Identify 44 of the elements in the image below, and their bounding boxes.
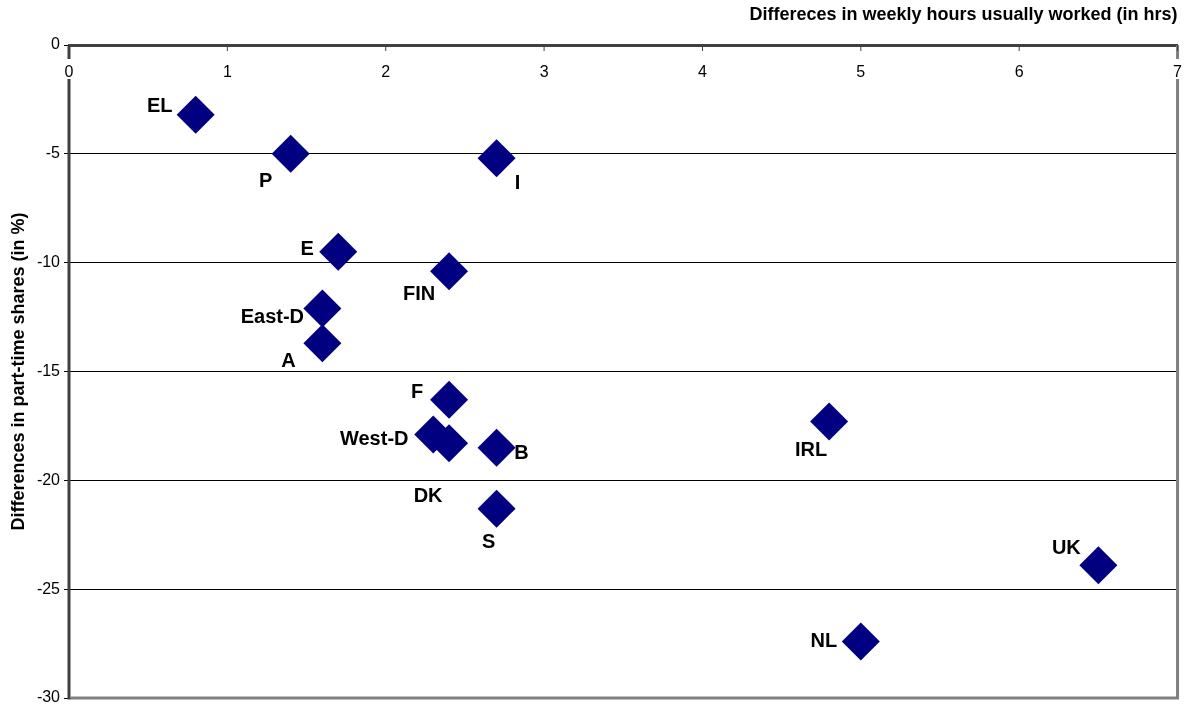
series-label: East-D	[240, 304, 305, 327]
y-tick-label: -25	[36, 579, 61, 597]
point	[176, 95, 215, 134]
x-tick-label: 1	[222, 63, 232, 81]
y-axis-title: Differences in part-time shares (in %)	[7, 212, 28, 531]
point	[841, 622, 880, 661]
series-label: UK	[1051, 535, 1082, 558]
series-label: S	[481, 530, 496, 553]
point	[271, 134, 310, 173]
point	[477, 428, 516, 467]
point	[319, 232, 358, 271]
x-axis-title: Differeces in weekly hours usually worked (in hrs)	[749, 3, 1178, 24]
x-tick-label: 4	[698, 63, 707, 81]
y-tick-label: -20	[36, 470, 61, 488]
y-tick-label: -10	[36, 253, 61, 271]
x-tick-label: 6	[1014, 63, 1024, 81]
series-label: FIN	[402, 281, 436, 304]
point	[430, 380, 469, 419]
point	[477, 489, 516, 528]
x-tick-label: 5	[856, 63, 866, 81]
x-tick-label: 3	[539, 63, 549, 81]
y-tick-label: -5	[45, 144, 61, 162]
x-tick-label: 7	[1173, 63, 1183, 81]
point	[1079, 546, 1118, 585]
series-label: IRL	[795, 438, 828, 461]
point	[303, 289, 342, 328]
series-label: EL	[146, 94, 173, 117]
series-label: P	[259, 169, 273, 192]
x-tick-label: 0	[64, 63, 74, 81]
x-tick-label: 2	[381, 63, 391, 81]
y-tick-label: 0	[51, 35, 61, 53]
point	[477, 139, 516, 178]
series-label: A	[281, 348, 296, 371]
series-label: DK	[413, 483, 444, 506]
y-tick-label: -15	[36, 361, 61, 379]
series-label: E	[300, 237, 314, 260]
series-label: West-D	[339, 427, 409, 450]
y-tick-label: -30	[36, 688, 61, 706]
series-label: B	[514, 441, 529, 464]
series-label: I	[514, 170, 521, 193]
series-label: NL	[810, 628, 838, 651]
series-label: F	[410, 380, 424, 403]
point	[810, 402, 849, 441]
point	[303, 324, 342, 363]
